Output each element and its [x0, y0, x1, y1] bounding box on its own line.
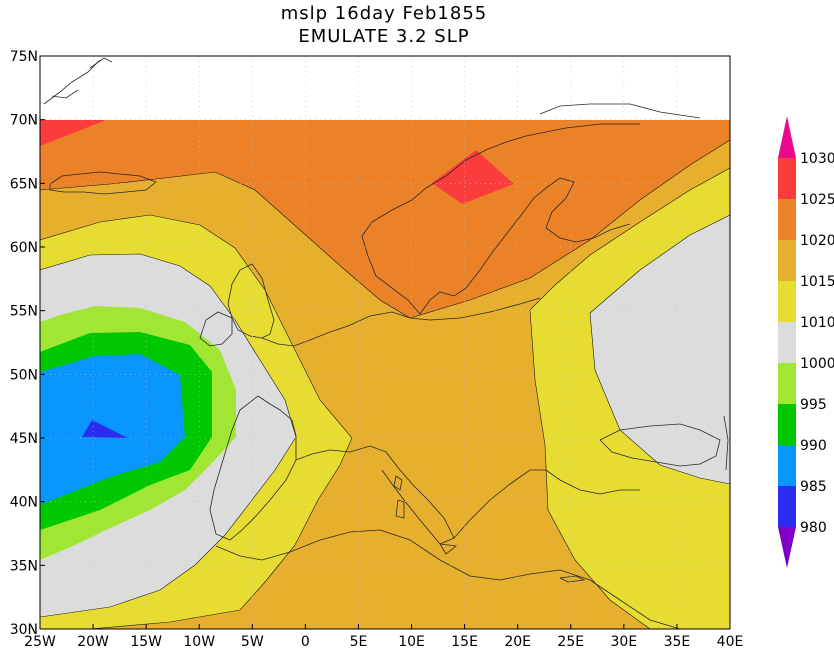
colorbar-label: 1000 [800, 356, 834, 372]
field-985-990 [40, 354, 185, 505]
colorbar-label: 1030 [800, 151, 834, 167]
y-tick-label: 45N [10, 431, 38, 447]
y-tick-label: 75N [10, 49, 38, 65]
colorbar-swatch [778, 486, 796, 527]
x-tick-label: 20E [504, 634, 531, 650]
x-tick-label: 30E [611, 634, 638, 650]
colorbar-swatch [778, 158, 796, 199]
x-tick-label: 35E [664, 634, 691, 650]
map-subtitle: EMULATE 3.2 SLP [298, 26, 469, 47]
high-1025-scandinavia [432, 150, 514, 204]
x-tick-label: 40E [717, 634, 744, 650]
colorbar: 1030 1025 1020 1015 1010 1000 995 990 985 980 [778, 116, 834, 568]
colorbar-label: 980 [800, 520, 827, 536]
x-tick-label: 5W [241, 634, 264, 650]
y-axis: 30N 35N 40N 45N 50N 55N 60N 65N 70N 75N [10, 49, 45, 638]
y-tick-label: 65N [10, 176, 38, 192]
colorbar-swatch [778, 199, 796, 240]
low-980-985 [82, 420, 128, 438]
colorbar-label: 1010 [800, 315, 834, 331]
graticule [40, 56, 730, 629]
y-tick-label: 60N [10, 240, 38, 256]
colorbar-swatch [778, 281, 796, 322]
x-tick-label: 20W [77, 634, 109, 650]
y-tick-label: 70N [10, 113, 38, 129]
colorbar-label: 990 [800, 438, 827, 454]
x-tick-label: 10E [398, 634, 425, 650]
x-tick-label: 25E [557, 634, 584, 650]
colorbar-label: 1020 [800, 233, 834, 249]
x-tick-label: 15E [451, 634, 478, 650]
map-frame [39, 55, 731, 630]
colorbar-label: 1015 [800, 274, 834, 290]
map-title: mslp 16day Feb1855 [281, 3, 487, 24]
x-tick-label: 15W [130, 634, 162, 650]
coastlines [43, 57, 729, 629]
y-tick-label: 35N [10, 558, 38, 574]
colorbar-swatch [778, 445, 796, 486]
x-axis: 25W 20W 15W 10W 5W 0 5E 10E 15E 20E 25E 30E 35E 40E [24, 624, 743, 650]
colorbar-swatch [778, 240, 796, 281]
map-panel [40, 56, 730, 629]
colorbar-label: 985 [800, 479, 827, 495]
x-tick-label: 25W [24, 634, 56, 650]
colorbar-swatch [778, 322, 796, 363]
colorbar-label: 1025 [800, 192, 834, 208]
colorbar-label: 995 [800, 397, 827, 413]
y-tick-label: 50N [10, 367, 38, 383]
x-tick-label: 0 [301, 634, 310, 650]
field-1020-1025 [40, 120, 730, 318]
high-1025-northwest [40, 120, 106, 146]
colorbar-swatch [778, 363, 796, 404]
colorbar-extend-top [778, 116, 796, 158]
colorbar-swatch [778, 404, 796, 445]
field-1000-1010-east [590, 215, 730, 484]
x-tick-label: 10W [183, 634, 215, 650]
y-tick-label: 55N [10, 304, 38, 320]
y-tick-label: 30N [10, 622, 38, 638]
x-tick-label: 5E [350, 634, 368, 650]
y-tick-label: 40N [10, 495, 38, 511]
colorbar-extend-bottom [778, 527, 796, 568]
